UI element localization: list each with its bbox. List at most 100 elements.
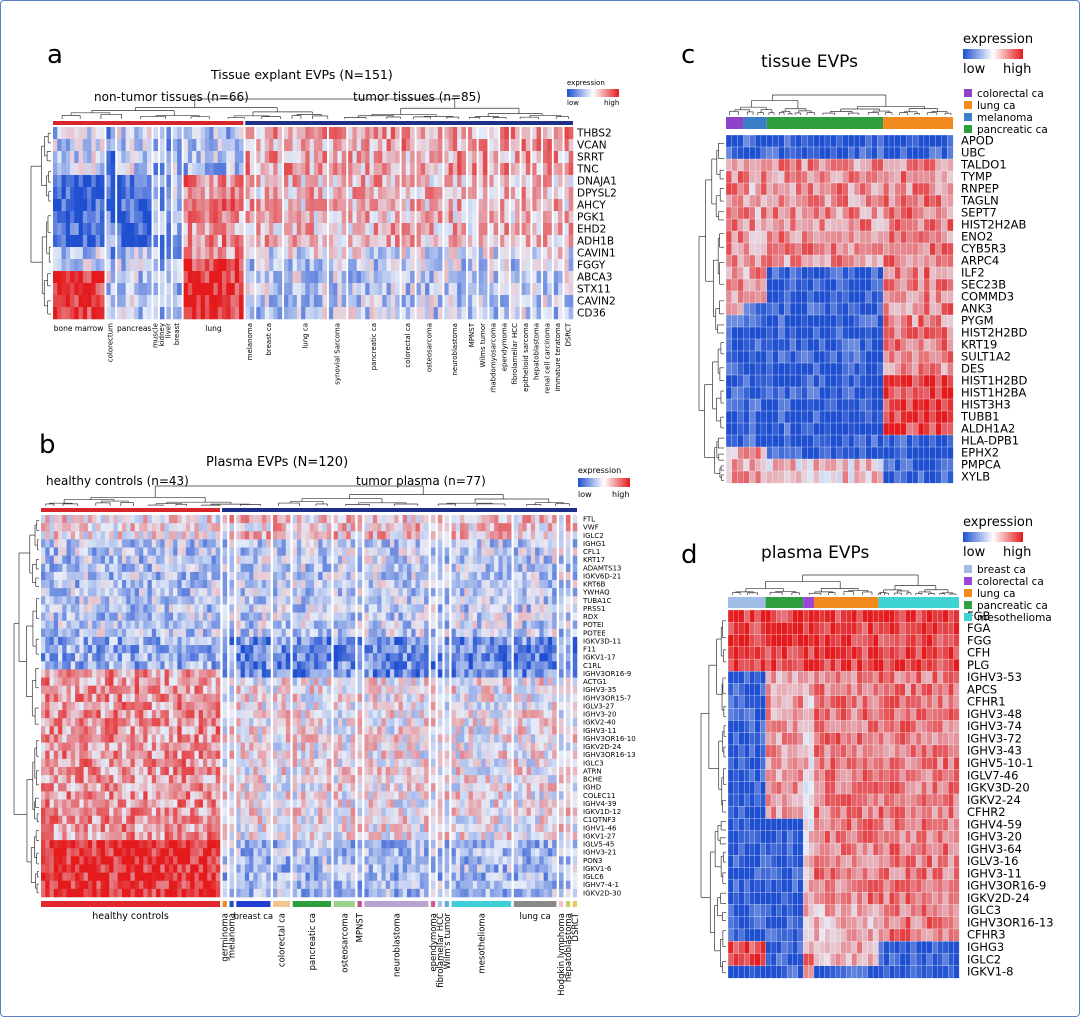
panel-b-heatmap-cell: [216, 824, 221, 832]
panel-b-heatmap-cell: [194, 808, 199, 816]
panel-a-heatmap-cell: [314, 259, 319, 271]
panel-a-heatmap-cell: [472, 307, 477, 319]
panel-a-heatmap-cell: [231, 127, 236, 139]
panel-a-heatmap-cell: [205, 175, 210, 187]
panel-a-heatmap-cell: [160, 283, 165, 295]
panel-a-heatmap-cell: [213, 163, 218, 175]
panel-b-heatmap-cell: [122, 824, 127, 832]
panel-b-heatmap-cell: [67, 531, 72, 539]
panel-b-heatmap-cell: [177, 734, 182, 742]
panel-b-heatmap-cell: [282, 556, 287, 564]
panel-a-heatmap-cell: [547, 187, 552, 199]
panel-b-heatmap-cell: [182, 799, 187, 807]
panel-b-heatmap-cell: [177, 718, 182, 726]
panel-b-heatmap-cell: [75, 743, 80, 751]
panel-a-heatmap-cell: [143, 223, 148, 235]
panel-b-heatmap-cell: [96, 515, 101, 523]
panel-a-heatmap-cell: [564, 295, 569, 307]
panel-b-heatmap-cell: [169, 759, 174, 767]
panel-a-heatmap-cell: [444, 295, 449, 307]
panel-a-heatmap-cell: [209, 175, 214, 187]
panel-b-heatmap-cell: [203, 710, 208, 718]
panel-b-heatmap-cell: [253, 523, 258, 531]
panel-b-heatmap-cell: [173, 556, 178, 564]
panel-b-heatmap-cell: [84, 751, 89, 759]
panel-a-heatmap-cell: [222, 235, 227, 247]
panel-a-heatmap-cell: [434, 151, 439, 163]
panel-b-heatmap-cell: [118, 889, 123, 897]
panel-a-heatmap-cell: [329, 187, 334, 199]
panel-a-heatmap-cell: [434, 295, 439, 307]
panel-a-heatmap-cell: [106, 295, 111, 307]
panel-b-heatmap-cell: [203, 548, 208, 556]
panel-b-heatmap-cell: [177, 702, 182, 710]
panel-b-heatmap-cell: [71, 645, 76, 653]
panel-b-heatmap-cell: [249, 718, 254, 726]
panel-a-heatmap-cell: [329, 307, 334, 319]
panel-a-heatmap-cell: [117, 271, 122, 283]
panel-b-heatmap-cell: [92, 588, 97, 596]
panel-b-heatmap-cell: [314, 556, 319, 564]
panel-b-heatmap-cell: [126, 856, 131, 864]
panel-b-heatmap-cell: [177, 548, 182, 556]
panel-b-heatmap-cell: [186, 539, 191, 547]
panel-a-heatmap-cell: [288, 151, 293, 163]
panel-b-heatmap-cell: [305, 783, 310, 791]
panel-b-heatmap-cell: [169, 816, 174, 824]
panel-a-heatmap-cell: [444, 151, 449, 163]
panel-b-heatmap-cell: [173, 816, 178, 824]
panel-b-heatmap-cell: [101, 873, 106, 881]
panel-b-heatmap-cell: [88, 889, 93, 897]
panel-b-heatmap-cell: [282, 783, 287, 791]
panel-a-heatmap-cell: [305, 271, 310, 283]
panel-b-heatmap-cell: [258, 864, 263, 872]
panel-a-heatmap-cell: [382, 175, 387, 187]
panel-a-heatmap-cell: [382, 307, 387, 319]
panel-a-heatmap-cell: [177, 163, 182, 175]
panel-b-heatmap-cell: [323, 653, 328, 661]
panel-a-heatmap-cell: [429, 223, 434, 235]
panel-b-heatmap-cell: [318, 556, 323, 564]
panel-a-heatmap-cell: [121, 151, 126, 163]
panel-b-heatmap-cell: [258, 645, 263, 653]
panel-b-heatmap-cell: [323, 539, 328, 547]
panel-a-heatmap-cell: [91, 295, 96, 307]
panel-a-heatmap-cell: [153, 151, 158, 163]
panel-a-heatmap-cell: [504, 307, 509, 319]
panel-b-heatmap-cell: [118, 661, 123, 669]
panel-a-heatmap-cell: [205, 127, 210, 139]
panel-b-heatmap-cell: [249, 808, 254, 816]
panel-a-heatmap-cell: [70, 187, 75, 199]
panel-a-heatmap-cell: [382, 247, 387, 259]
panel-a-heatmap-cell: [138, 295, 143, 307]
panel-b-heatmap-cell: [113, 791, 118, 799]
panel-a-heatmap-cell: [429, 295, 434, 307]
panel-b-heatmap-cell: [41, 621, 46, 629]
panel-b-heatmap-cell: [229, 864, 234, 872]
panel-b-heatmap-cell: [293, 572, 298, 580]
panel-a-heatmap-cell: [143, 307, 148, 319]
panel-a-heatmap-cell: [222, 151, 227, 163]
panel-b-heatmap-cell: [241, 873, 246, 881]
panel-a-heatmap-cell: [532, 307, 537, 319]
panel-b-heatmap-cell: [211, 840, 216, 848]
panel-b-heatmap-cell: [113, 580, 118, 588]
panel-a-heatmap-cell: [537, 307, 542, 319]
panel-b-heatmap-cell: [50, 799, 55, 807]
panel-a-heatmap-cell: [188, 151, 193, 163]
panel-b-heatmap-cell: [249, 816, 254, 824]
panel-a-heatmap-cell: [111, 127, 116, 139]
panel-b-heatmap-cell: [54, 881, 59, 889]
panel-b-heatmap-cell: [58, 564, 63, 572]
panel-b-heatmap-cell: [101, 864, 106, 872]
panel-b-heatmap-cell: [229, 832, 234, 840]
panel-a-heatmap-cell: [74, 307, 79, 319]
panel-a-heatmap-cell: [134, 151, 139, 163]
panel-a-heatmap-cell: [288, 139, 293, 151]
panel-b-heatmap-cell: [84, 767, 89, 775]
panel-a-heatmap-cell: [273, 175, 278, 187]
panel-a-heatmap-cell: [66, 175, 71, 187]
panel-a-heatmap-cell: [472, 247, 477, 259]
panel-b-heatmap-cell: [54, 832, 59, 840]
panel-a-heatmap-cell: [209, 271, 214, 283]
